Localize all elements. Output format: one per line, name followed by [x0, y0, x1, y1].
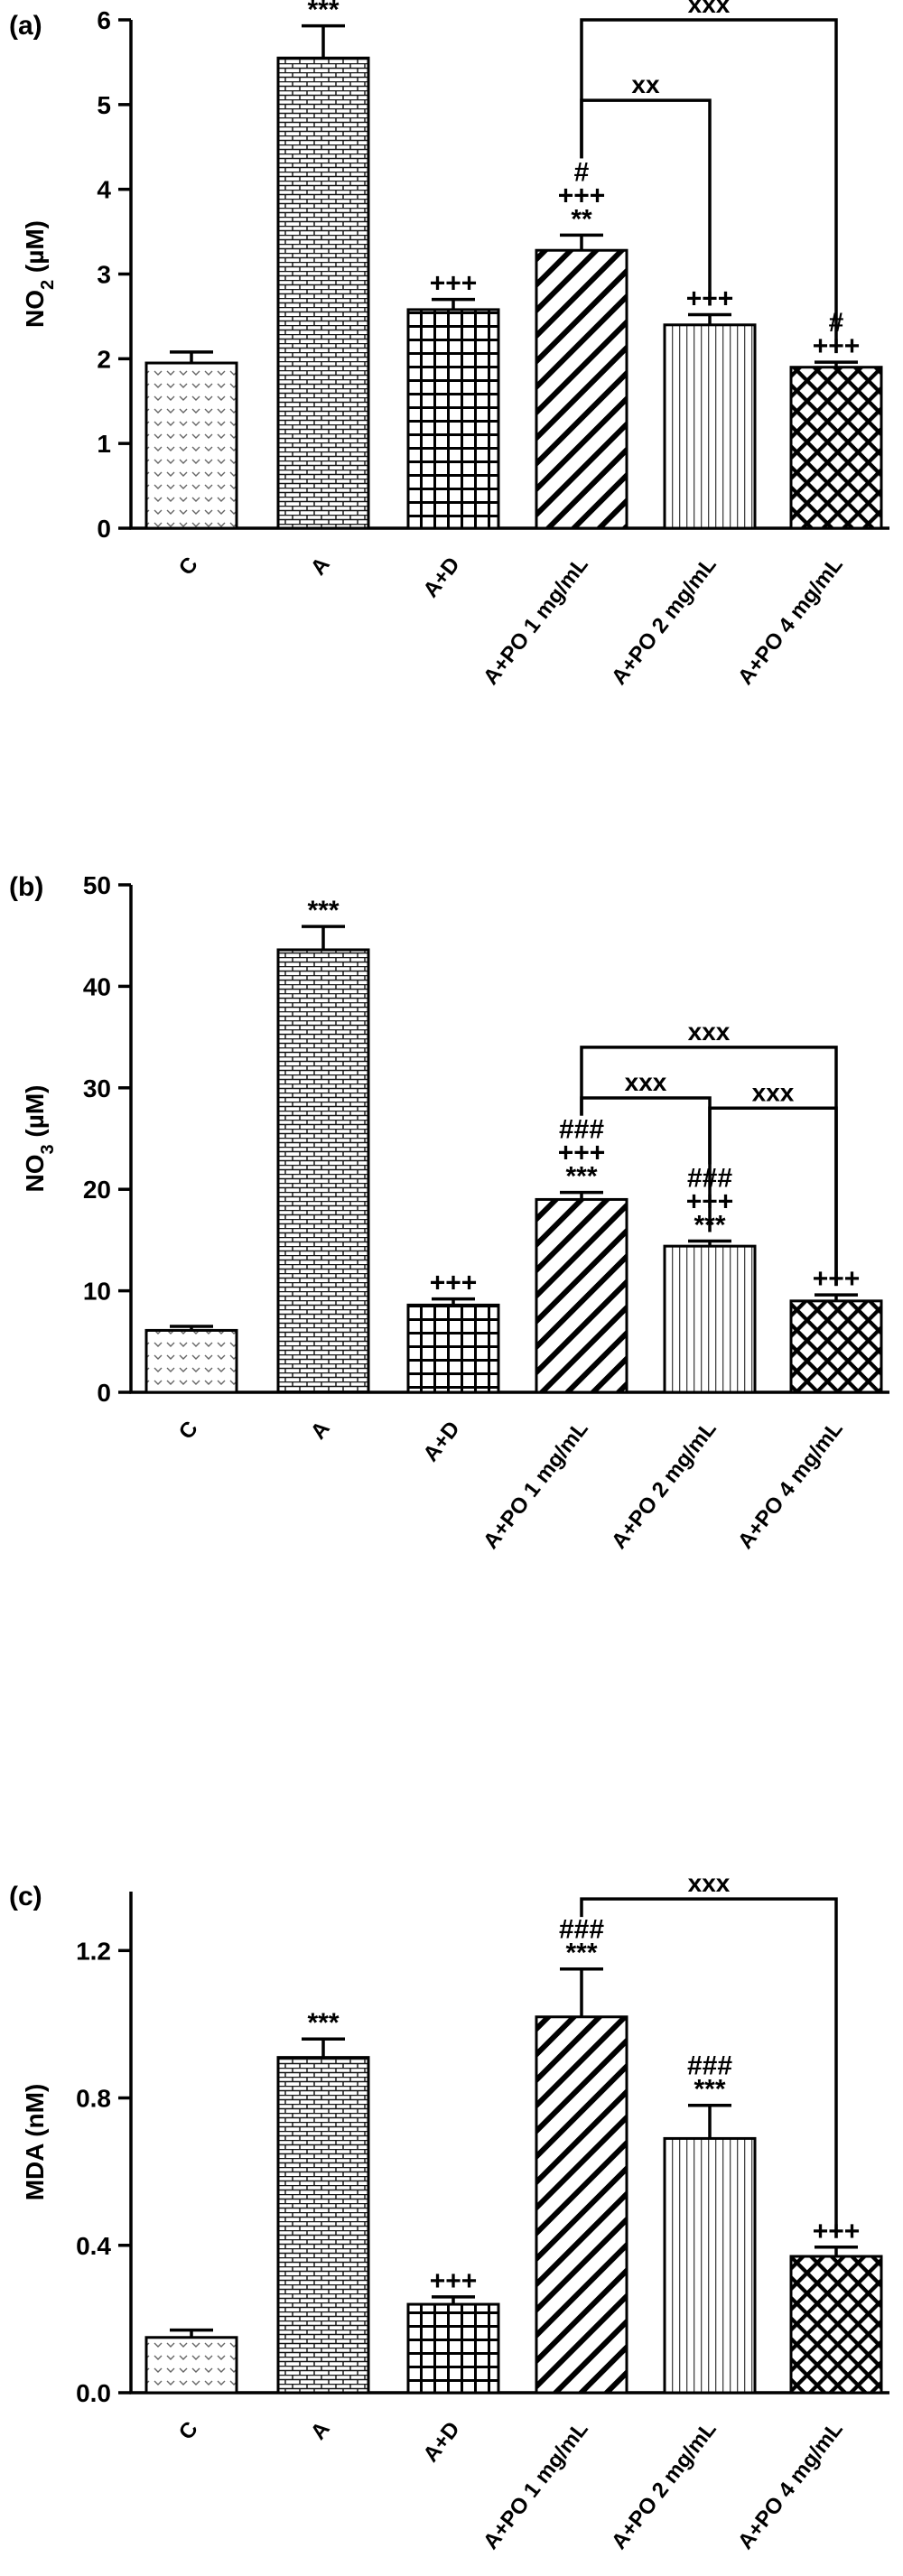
x-tick-label: A+PO 2 mg/mL — [607, 2417, 721, 2554]
bar — [789, 366, 883, 530]
significance-label: *** — [565, 1162, 597, 1192]
panel-label: (a) — [9, 11, 42, 41]
panel-label: (b) — [9, 872, 43, 902]
y-axis-title: NO2 (µM) — [21, 220, 58, 328]
y-axis-title: MDA (nM) — [21, 2084, 49, 2201]
y-tick-label: 20 — [83, 1176, 111, 1204]
x-tick-label: A+D — [418, 553, 464, 602]
comparison-bracket: xxx — [580, 0, 838, 354]
x-tick-label: A+PO 4 mg/mL — [733, 1417, 848, 1554]
significance-label: *** — [307, 896, 339, 925]
y-tick-label: 3 — [97, 261, 111, 289]
y-tick-label: 5 — [97, 91, 111, 119]
y-tick-label: 0.0 — [76, 2379, 111, 2407]
comparison-label: xx — [631, 70, 660, 98]
bar — [663, 323, 757, 530]
significance-label: # — [574, 157, 590, 187]
x-tick-label: A+D — [418, 1417, 464, 1466]
bar — [276, 2056, 370, 2395]
bar — [144, 2336, 238, 2395]
significance-label: ** — [571, 204, 592, 234]
x-tick-label: A — [306, 1417, 335, 1444]
y-tick-label: 40 — [83, 972, 111, 1000]
bar — [535, 2015, 628, 2395]
bar — [276, 948, 370, 1394]
significance-label: *** — [307, 2008, 339, 2038]
comparison-label: xxx — [688, 0, 731, 18]
x-tick-label: A+PO 1 mg/mL — [479, 1417, 593, 1554]
bar — [535, 1197, 628, 1394]
significance-label: +++ — [430, 1269, 478, 1298]
comparison-label: xxx — [688, 1018, 731, 1046]
bar — [789, 1299, 883, 1394]
x-tick-label: A — [306, 2417, 335, 2444]
significance-label: ### — [687, 2051, 732, 2081]
x-tick-label: A+PO 4 mg/mL — [733, 2417, 848, 2554]
significance-label: *** — [565, 1939, 597, 1968]
y-tick-label: 50 — [83, 871, 111, 899]
y-tick-label: 2 — [97, 345, 111, 373]
comparison-bracket: xxx — [580, 1869, 838, 2238]
y-tick-label: 10 — [83, 1278, 111, 1306]
chart-panel-b: (b) 0 10 20 30 40 50 NO3 (µM) C *** A +++ A+D ### +++ *… — [0, 858, 903, 1598]
bar — [663, 2136, 757, 2395]
comparison-label: xxx — [688, 1869, 731, 1897]
bar — [663, 1244, 757, 1394]
y-tick-label: 6 — [97, 6, 111, 34]
x-tick-label: C — [174, 553, 203, 580]
y-tick-label: 30 — [83, 1074, 111, 1102]
x-tick-label: A+PO 2 mg/mL — [607, 1417, 721, 1554]
bar — [406, 308, 500, 530]
comparison-bracket: xxx — [580, 1068, 712, 1232]
y-tick-label: 0 — [97, 1379, 111, 1407]
comparison-label: xxx — [625, 1068, 667, 1096]
chart-panel-c: (c) 0.0 0.4 0.8 1.2 MDA (nM) C *** A +++ A+D ### ***… — [0, 1770, 903, 2576]
panel-label: (c) — [9, 1882, 42, 1911]
x-tick-label: A+PO 1 mg/mL — [479, 2417, 593, 2554]
x-tick-label: A+D — [418, 2417, 464, 2467]
significance-label: ### — [559, 1115, 604, 1145]
y-tick-label: 0.8 — [76, 2085, 111, 2113]
y-tick-label: 1 — [97, 430, 111, 458]
significance-label: +++ — [430, 269, 478, 299]
bar — [276, 56, 370, 530]
significance-label: ### — [559, 1915, 604, 1945]
x-tick-label: A — [306, 553, 335, 580]
significance-label: *** — [694, 2075, 725, 2105]
x-tick-label: C — [174, 2417, 203, 2444]
bar — [144, 1328, 238, 1394]
y-tick-label: 1.2 — [76, 1937, 111, 1965]
comparison-bracket: xx — [580, 70, 712, 306]
y-tick-label: 4 — [97, 176, 111, 204]
significance-label: *** — [307, 0, 339, 25]
x-tick-label: A+PO 1 mg/mL — [479, 553, 593, 690]
comparison-label: xxx — [752, 1078, 795, 1106]
significance-label: +++ — [558, 181, 606, 210]
bar — [144, 361, 238, 530]
significance-label: +++ — [430, 2266, 478, 2296]
chart-panel-a: (a) 0 1 2 3 4 5 6 NO2 (µM) C *** A +++ A+D # +++ ** A+PO … — [0, 0, 903, 740]
y-tick-label: 0 — [97, 515, 111, 543]
bar — [789, 2255, 883, 2395]
significance-label: +++ — [558, 1139, 606, 1168]
bar — [406, 1303, 500, 1394]
y-tick-label: 0.4 — [76, 2232, 111, 2260]
bar — [535, 248, 628, 530]
comparison-bracket: xxx — [708, 1078, 838, 1287]
x-tick-label: C — [174, 1417, 203, 1444]
x-tick-label: A+PO 2 mg/mL — [607, 553, 721, 690]
bar — [406, 2302, 500, 2395]
x-tick-label: A+PO 4 mg/mL — [733, 553, 848, 690]
y-axis-title: NO3 (µM) — [21, 1084, 58, 1192]
